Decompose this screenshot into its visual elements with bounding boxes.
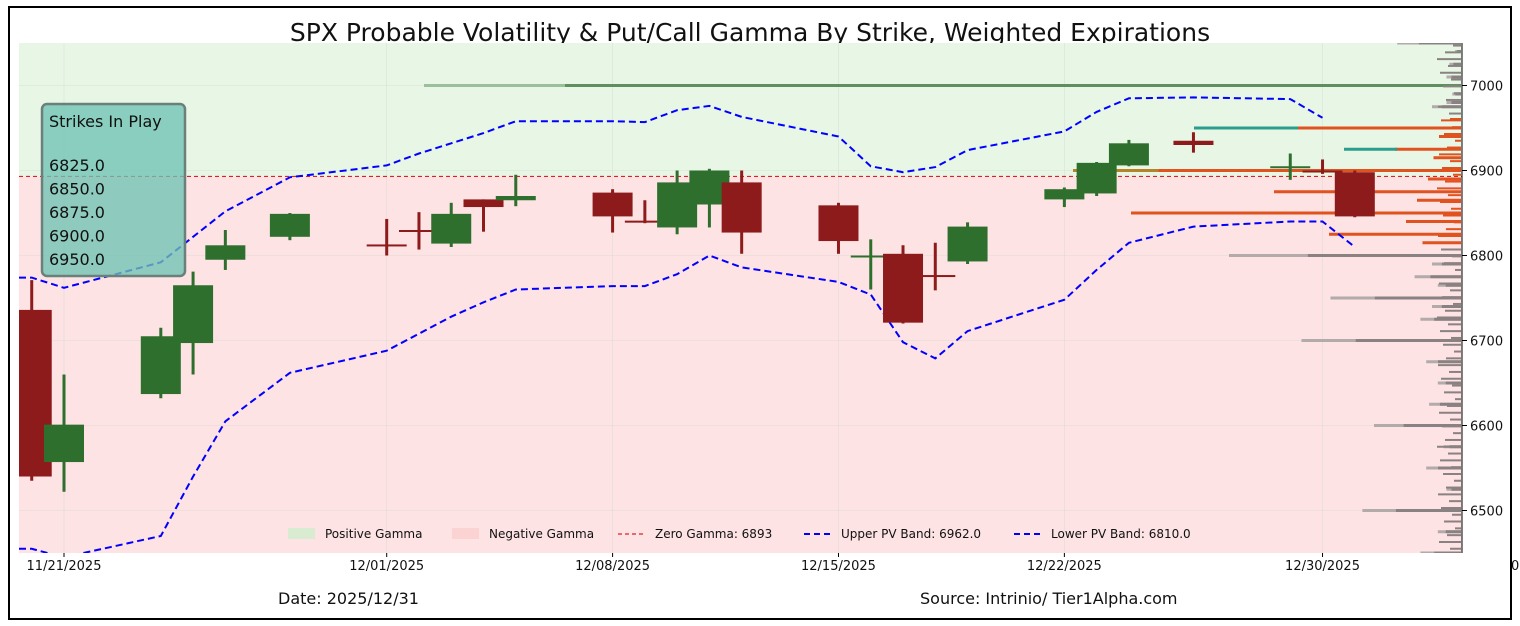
- legend-label: Positive Gamma: [325, 527, 422, 541]
- legend-label: Negative Gamma: [489, 527, 594, 541]
- candle-up: [173, 285, 214, 344]
- candle-up: [947, 226, 988, 262]
- candle-up: [44, 424, 84, 463]
- candle-up: [269, 213, 310, 237]
- candle-up: [140, 336, 181, 395]
- strike-in-play: 6875.0: [49, 203, 105, 222]
- x-tick-label: 12/30/2025: [1285, 559, 1360, 574]
- candle-up: [850, 255, 891, 258]
- candle-down: [818, 205, 859, 242]
- strike-in-play: 6950.0: [49, 250, 105, 269]
- candle-down: [624, 220, 665, 223]
- chart-title: SPX Probable Volatility & Put/Call Gamma…: [289, 18, 1211, 47]
- candle-up: [205, 245, 246, 260]
- candle-up: [1108, 143, 1149, 166]
- candle-up: [431, 213, 472, 244]
- candle-up: [1044, 189, 1085, 200]
- x-tick-label: 12/08/2025: [575, 559, 650, 574]
- x-tick-label: 12/22/2025: [1027, 559, 1102, 574]
- candle-up: [1270, 166, 1311, 169]
- lower-pv-band: [19, 220, 1356, 553]
- strike-in-play: 6850.0: [49, 180, 105, 199]
- candle-down: [1173, 140, 1214, 145]
- x-tick-label: 11/21/2025: [27, 559, 102, 574]
- legend-swatch: [452, 528, 479, 539]
- candle-down: [1302, 170, 1343, 173]
- y-tick-label: 6500: [1470, 505, 1503, 520]
- y-tick-label: 6700: [1470, 335, 1503, 350]
- legend-label: Upper PV Band: 6962.0: [841, 527, 981, 541]
- y-tick-label: 6900: [1470, 165, 1503, 180]
- positive-gamma-region: [19, 43, 1462, 177]
- x-tick-label: 12/15/2025: [801, 559, 876, 574]
- candle-up: [495, 196, 536, 201]
- legend-label: Lower PV Band: 6810.0: [1051, 527, 1191, 541]
- y-tick-label: 6800: [1470, 250, 1503, 265]
- y-tick-label: 7000: [1470, 80, 1503, 95]
- candle-down: [366, 244, 407, 247]
- legend-swatch: [288, 528, 315, 539]
- candle-down: [592, 192, 633, 217]
- footer-source: Source: Intrinio/ Tier1Alpha.com: [920, 589, 1178, 608]
- x-tick-label: 01/06/2026: [1511, 559, 1520, 574]
- y-tick-label: 6600: [1470, 420, 1503, 435]
- strikes-in-play-title: Strikes In Play: [49, 112, 162, 131]
- legend-label: Zero Gamma: 6893: [655, 527, 772, 541]
- footer-date: Date: 2025/12/31: [278, 589, 419, 608]
- strike-in-play: 6825.0: [49, 156, 105, 175]
- candle-down: [1334, 172, 1375, 217]
- plot-area: [19, 43, 1461, 553]
- candle-down: [463, 199, 504, 208]
- strike-in-play: 6900.0: [49, 227, 105, 246]
- x-tick-label: 12/01/2025: [349, 559, 424, 574]
- upper-pv-band: [19, 96, 1324, 289]
- strikes-in-play-box: [40, 102, 187, 278]
- candle-down: [398, 230, 439, 232]
- candle-down: [915, 275, 956, 278]
- candle-down: [721, 182, 762, 233]
- candle-up: [1076, 162, 1117, 194]
- candle-down: [883, 253, 924, 323]
